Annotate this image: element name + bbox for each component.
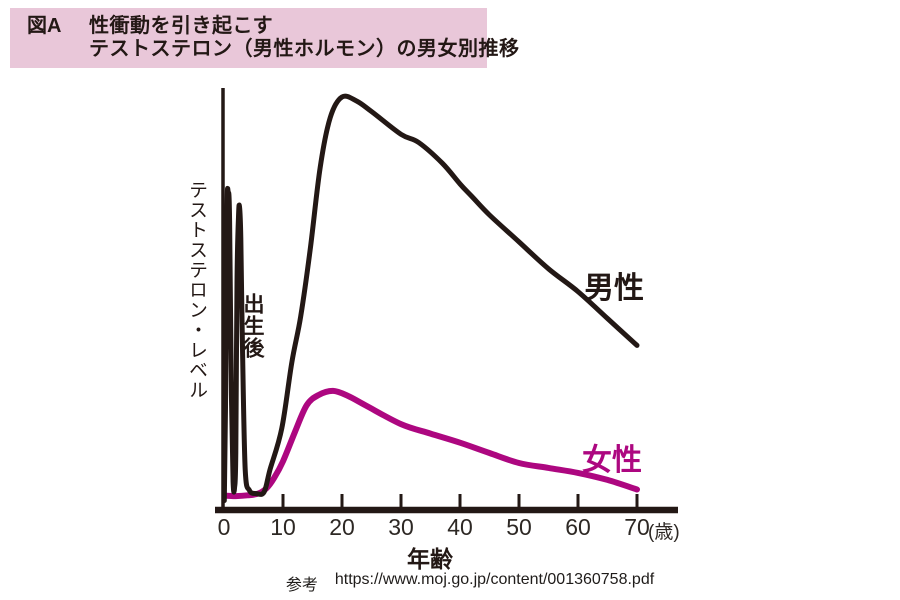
source-line: 参考 https://www.moj.go.jp/content/0013607… bbox=[200, 571, 740, 595]
source-url: https://www.moj.go.jp/content/001360758.… bbox=[334, 571, 655, 588]
figure-title-box: 図A 性衝動を引き起こす テストステロン（男性ホルモン）の男女別推移 bbox=[10, 8, 519, 68]
birth-annotation: 出生後 bbox=[241, 293, 264, 359]
x-tick-label: 10 bbox=[270, 514, 296, 540]
figure-title-line-2: テストステロン（男性ホルモン）の男女別推移 bbox=[89, 38, 520, 60]
x-tick-label: 60 bbox=[565, 514, 591, 540]
x-tick-label: 30 bbox=[388, 514, 414, 540]
female-series-label: 女性 bbox=[582, 444, 642, 477]
figure-label: 図A bbox=[27, 15, 62, 37]
x-tick-label: 0 bbox=[217, 514, 231, 540]
x-axis-title: 年齢 bbox=[407, 546, 453, 572]
x-tick-label: 50 bbox=[506, 514, 532, 540]
male-series-label: 男性 bbox=[584, 272, 644, 305]
y-axis-label: テストステロン・レベル bbox=[186, 180, 207, 400]
male-series-curve bbox=[221, 93, 640, 504]
x-axis-ticks bbox=[281, 494, 639, 507]
x-tick-label: 20 bbox=[329, 514, 355, 540]
x-tick-label: 40 bbox=[447, 514, 473, 540]
x-tick-label: 70 bbox=[624, 514, 650, 540]
x-axis-unit-label: (歳) bbox=[648, 522, 680, 543]
figure-title-line-1: 性衝動を引き起こす bbox=[89, 15, 274, 37]
figure-title: 性衝動を引き起こす テストステロン（男性ホルモン）の男女別推移 bbox=[89, 15, 520, 68]
source-prefix: 参考 bbox=[285, 577, 318, 594]
